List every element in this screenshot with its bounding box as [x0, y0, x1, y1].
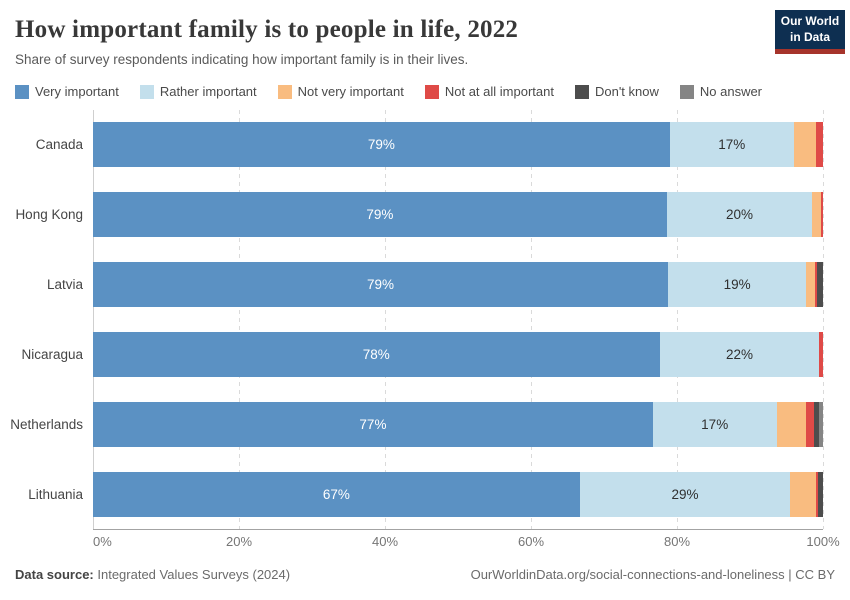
segment-value-label: 77% [359, 417, 387, 432]
bar-segment[interactable]: 17% [669, 122, 794, 167]
x-tick-label: 0% [93, 534, 112, 549]
segment-value-label: 19% [723, 277, 751, 292]
x-tick-label: 60% [517, 534, 545, 549]
bar-segment[interactable]: 79% [93, 262, 668, 307]
gridline [238, 110, 240, 529]
legend-label: Very important [35, 84, 119, 99]
gridline [92, 110, 94, 529]
bar-segment[interactable] [776, 402, 806, 447]
country-label: Netherlands [10, 417, 83, 432]
segment-value-label: 17% [718, 137, 746, 152]
x-tick-label: 80% [663, 534, 691, 549]
bar-row: Latvia 79% 19% [47, 262, 823, 307]
datasource-label: Data source: [15, 567, 94, 582]
bar-segment[interactable] [820, 192, 823, 237]
x-tick-label: 100% [806, 534, 840, 549]
bar-segment[interactable] [819, 402, 824, 447]
bar-segment[interactable]: 78% [93, 332, 660, 377]
owid-logo-strip [775, 49, 845, 55]
bar-segment[interactable] [815, 262, 818, 307]
gridline [822, 110, 824, 529]
bar-segment[interactable] [814, 402, 820, 447]
legend-item: Not at all important [424, 84, 554, 99]
legend-item: Don't know [574, 84, 659, 99]
bar-segment[interactable] [817, 262, 823, 307]
legend-swatch [574, 84, 589, 99]
country-label: Canada [35, 137, 83, 152]
bar-segment[interactable] [817, 472, 823, 517]
bar-segment[interactable]: 19% [668, 262, 807, 307]
segment-value-label: 29% [671, 487, 699, 502]
owid-footer-link[interactable]: OurWorldinData.org/social-connections-an… [470, 567, 835, 582]
chart-subtitle: Share of survey respondents indicating h… [15, 52, 469, 67]
bar-segment[interactable] [805, 402, 815, 447]
segment-value-label: 67% [322, 487, 350, 502]
bar-row: Hong Kong 79% 20% [15, 192, 823, 237]
bar-segment[interactable]: 79% [93, 122, 670, 167]
legend-item: Very important [15, 84, 119, 99]
country-label: Nicaragua [21, 347, 83, 362]
legend-swatch [15, 84, 29, 99]
gridline [676, 110, 678, 529]
footer: Data source: Integrated Values Surveys (… [15, 567, 835, 582]
segment-value-label: 79% [367, 137, 395, 152]
segment-value-label: 78% [362, 347, 390, 362]
bar-segment[interactable] [815, 122, 823, 167]
x-tick-label: 40% [371, 534, 399, 549]
page-title: How important family is to people in lif… [15, 16, 519, 43]
segment-value-label: 22% [725, 347, 753, 362]
country-label: Hong Kong [15, 207, 83, 222]
gridline [530, 110, 532, 529]
bar-segment[interactable] [812, 192, 821, 237]
bar-segment[interactable]: 29% [579, 472, 791, 517]
owid-logo[interactable]: Our World in Data [775, 10, 845, 55]
segment-value-label: 79% [366, 277, 395, 292]
legend-item: No answer [679, 84, 763, 99]
bar-segment[interactable] [819, 332, 823, 377]
legend-item: Not very important [277, 84, 404, 99]
country-label: Lithuania [28, 487, 83, 502]
legend: Very important Rather important Not very i… [15, 84, 783, 99]
legend-label: Don't know [594, 84, 659, 99]
legend-swatch [424, 84, 439, 99]
legend-label: Rather important [159, 84, 257, 99]
bar-row: Netherlands 77% 17% [10, 402, 824, 447]
owid-logo-text: Our World in Data [775, 10, 845, 50]
legend-swatch [139, 84, 154, 99]
bar-segment[interactable]: 67% [93, 472, 580, 517]
bar-row: Lithuania 67% 29% [28, 472, 823, 517]
bar-segment[interactable] [790, 472, 816, 517]
segment-value-label: 20% [725, 207, 753, 222]
legend-label: No answer [699, 84, 763, 99]
bar-row: Nicaragua 78% 22% [21, 332, 823, 377]
x-axis: 0% 20% 40% 60% 80% 100% [93, 534, 840, 554]
bar-segment[interactable] [815, 472, 818, 517]
legend-swatch [679, 84, 694, 99]
country-label: Latvia [46, 277, 83, 292]
plot-area: Canada 79% 17% Hong Kong 79% 20% Latvia 79% 19% N… [10, 110, 824, 530]
bar-segment[interactable]: 22% [659, 332, 820, 377]
bar-segment[interactable] [806, 262, 815, 307]
bar-segment[interactable]: 79% [93, 192, 667, 237]
x-tick-label: 20% [225, 534, 253, 549]
datasource-value: Integrated Values Surveys (2024) [93, 567, 291, 582]
gridline [384, 110, 386, 529]
bar-segment[interactable]: 77% [93, 402, 653, 447]
legend-label: Not very important [297, 84, 404, 99]
bar-segment[interactable]: 20% [666, 192, 813, 237]
datasource-text: Data source: Integrated Values Surveys (… [15, 567, 290, 582]
segment-value-label: 79% [366, 207, 394, 222]
segment-value-label: 17% [701, 417, 729, 432]
bar-segment[interactable] [793, 122, 816, 167]
legend-label: Not at all important [444, 84, 554, 99]
legend-item: Rather important [139, 84, 257, 99]
bar-segment[interactable]: 17% [652, 402, 777, 447]
legend-swatch [277, 84, 292, 99]
bar-row: Canada 79% 17% [36, 122, 823, 167]
